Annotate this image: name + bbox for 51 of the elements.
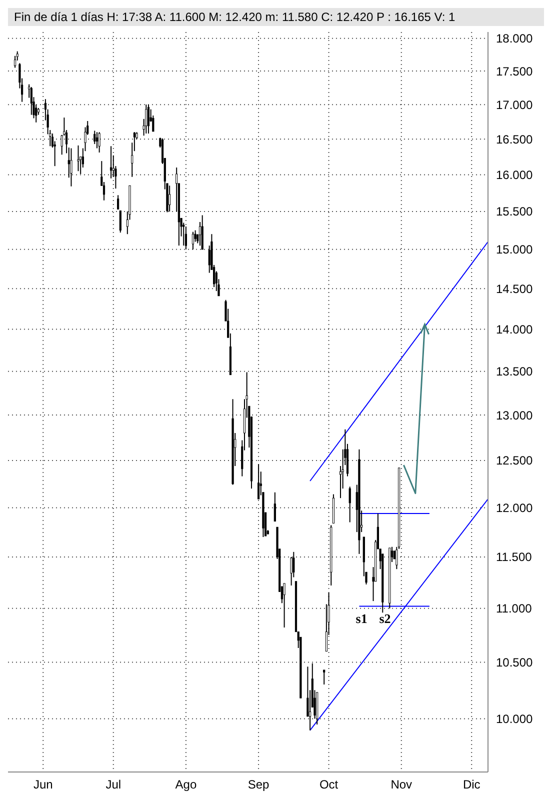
y-tick-label: 10.000 — [496, 712, 534, 726]
candlestick — [96, 132, 98, 149]
chart-title: Fin de día 1 días H: 17:38 A: 11.600 M: 12.420 m: 11.580 C: 12.420 P : 16.165 V: 1 — [8, 8, 544, 26]
y-tick-label: 11.500 — [496, 550, 532, 564]
candlestick — [14, 55, 16, 68]
candlestick — [182, 222, 185, 246]
x-tick-label: Ago — [175, 778, 197, 792]
y-tick-label: 11.000 — [496, 602, 532, 616]
candlestick — [94, 130, 96, 145]
y-tick-label: 12.500 — [496, 454, 534, 468]
candlestick — [257, 464, 260, 500]
candlestick — [290, 556, 292, 586]
candlestick — [110, 146, 112, 179]
y-tick-label: 13.000 — [496, 408, 534, 422]
candlestick — [348, 486, 351, 523]
x-tick-label: Jul — [106, 778, 122, 792]
y-tick-label: 16.000 — [496, 168, 534, 182]
y-tick-label: 12.000 — [496, 500, 534, 515]
candlestick — [208, 245, 210, 274]
candlestick — [283, 582, 286, 628]
annotation: s2 — [379, 611, 391, 626]
candlestick — [168, 185, 171, 212]
y-tick-label: 13.500 — [496, 364, 534, 379]
candlestick — [184, 226, 187, 250]
x-tick-label: Oct — [319, 778, 339, 792]
y-tick-label: 16.500 — [496, 132, 534, 146]
y-tick-label: 15.000 — [496, 242, 534, 257]
candlestick — [201, 214, 204, 250]
x-tick-label: Jun — [33, 778, 53, 792]
x-tick-label: Nov — [390, 778, 412, 792]
candlestick — [117, 194, 120, 210]
annotation: s1 — [356, 611, 368, 626]
x-tick-label: Sep — [248, 778, 270, 792]
candlestick — [147, 104, 150, 134]
y-tick-label: 10.500 — [496, 656, 534, 670]
candlestick — [145, 104, 148, 134]
candlestick — [30, 86, 32, 116]
y-tick-label: 17.500 — [496, 64, 534, 78]
candlestick — [274, 492, 276, 522]
candlestick — [323, 669, 326, 685]
y-tick-label: 14.000 — [496, 322, 534, 337]
y-tick-label: 18.000 — [496, 32, 534, 46]
candlestick — [119, 210, 122, 234]
y-tick-label: 14.500 — [496, 282, 534, 296]
y-tick-label: 17.000 — [496, 98, 534, 112]
candlestick — [98, 132, 100, 154]
x-tick-label: Dic — [462, 778, 480, 792]
candlestick — [192, 231, 194, 250]
y-tick-label: 15.500 — [496, 204, 534, 219]
candlestick — [70, 148, 72, 187]
candlestick — [77, 144, 80, 172]
